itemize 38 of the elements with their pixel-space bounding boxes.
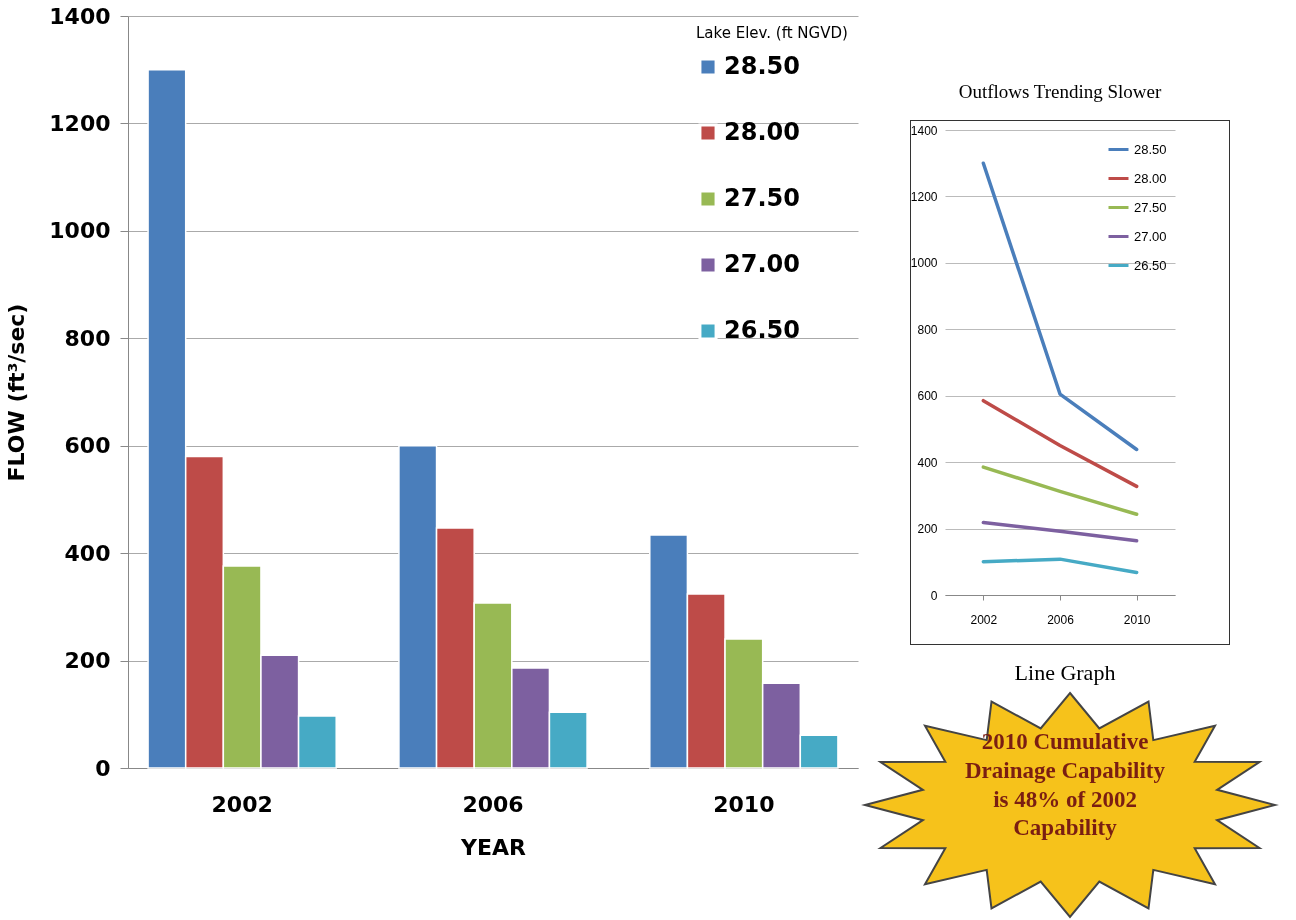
text: 2010 Cumulative Drainage Capability is 48% of 2002 Capability [964,728,1166,843]
x-tick-label: 2006 [1047,612,1075,627]
legend-label: 27.50 [724,184,800,212]
y-tick-label: 400 [64,540,111,566]
y-tick-label: 0 [95,755,111,781]
y-tick-label: 600 [64,433,111,459]
y-tick-label: 800 [64,325,111,351]
x-tick-label: 2002 [211,791,273,817]
legend-label: 28.50 [724,52,800,80]
x-tick-label: 2010 [1123,612,1151,627]
y-axis-title: FLOW (ft³/sec) [4,303,30,482]
legend-label: 27.00 [724,250,800,278]
y-tick-label: 200 [917,522,938,537]
legend-label: 28.00 [1134,170,1167,186]
y-tick-label: 0 [930,588,938,603]
y-tick-label: 600 [917,389,938,404]
x-tick-label: 2002 [970,612,998,627]
y-tick-label: 400 [917,455,938,470]
legend-title: Lake Elev. (ft NGVD) [696,24,848,42]
legend-label: 28.50 [1134,141,1167,157]
y-tick-label: 1000 [49,218,111,244]
legend-label: 26.50 [724,316,800,344]
y-tick-label: 1400 [49,3,111,29]
y-tick-label: 1200 [49,110,111,136]
y-tick-label: 200 [64,648,111,674]
x-axis-title: YEAR [460,834,527,860]
legend-label: 27.50 [1134,199,1167,215]
legend-label: 27.00 [1134,228,1167,244]
text: Line Graph [1013,660,1117,686]
legend-label: 28.00 [724,118,800,146]
chart-title: Outflows Trending Slower [958,81,1163,102]
legend-label: 26.50 [1134,257,1167,273]
y-tick-label: 800 [917,322,938,337]
y-tick-label: 1000 [910,256,938,271]
y-tick-label: 1200 [910,189,938,204]
x-tick-label: 2010 [713,791,775,817]
y-tick-label: 1400 [910,123,938,138]
x-tick-label: 2006 [462,791,524,817]
